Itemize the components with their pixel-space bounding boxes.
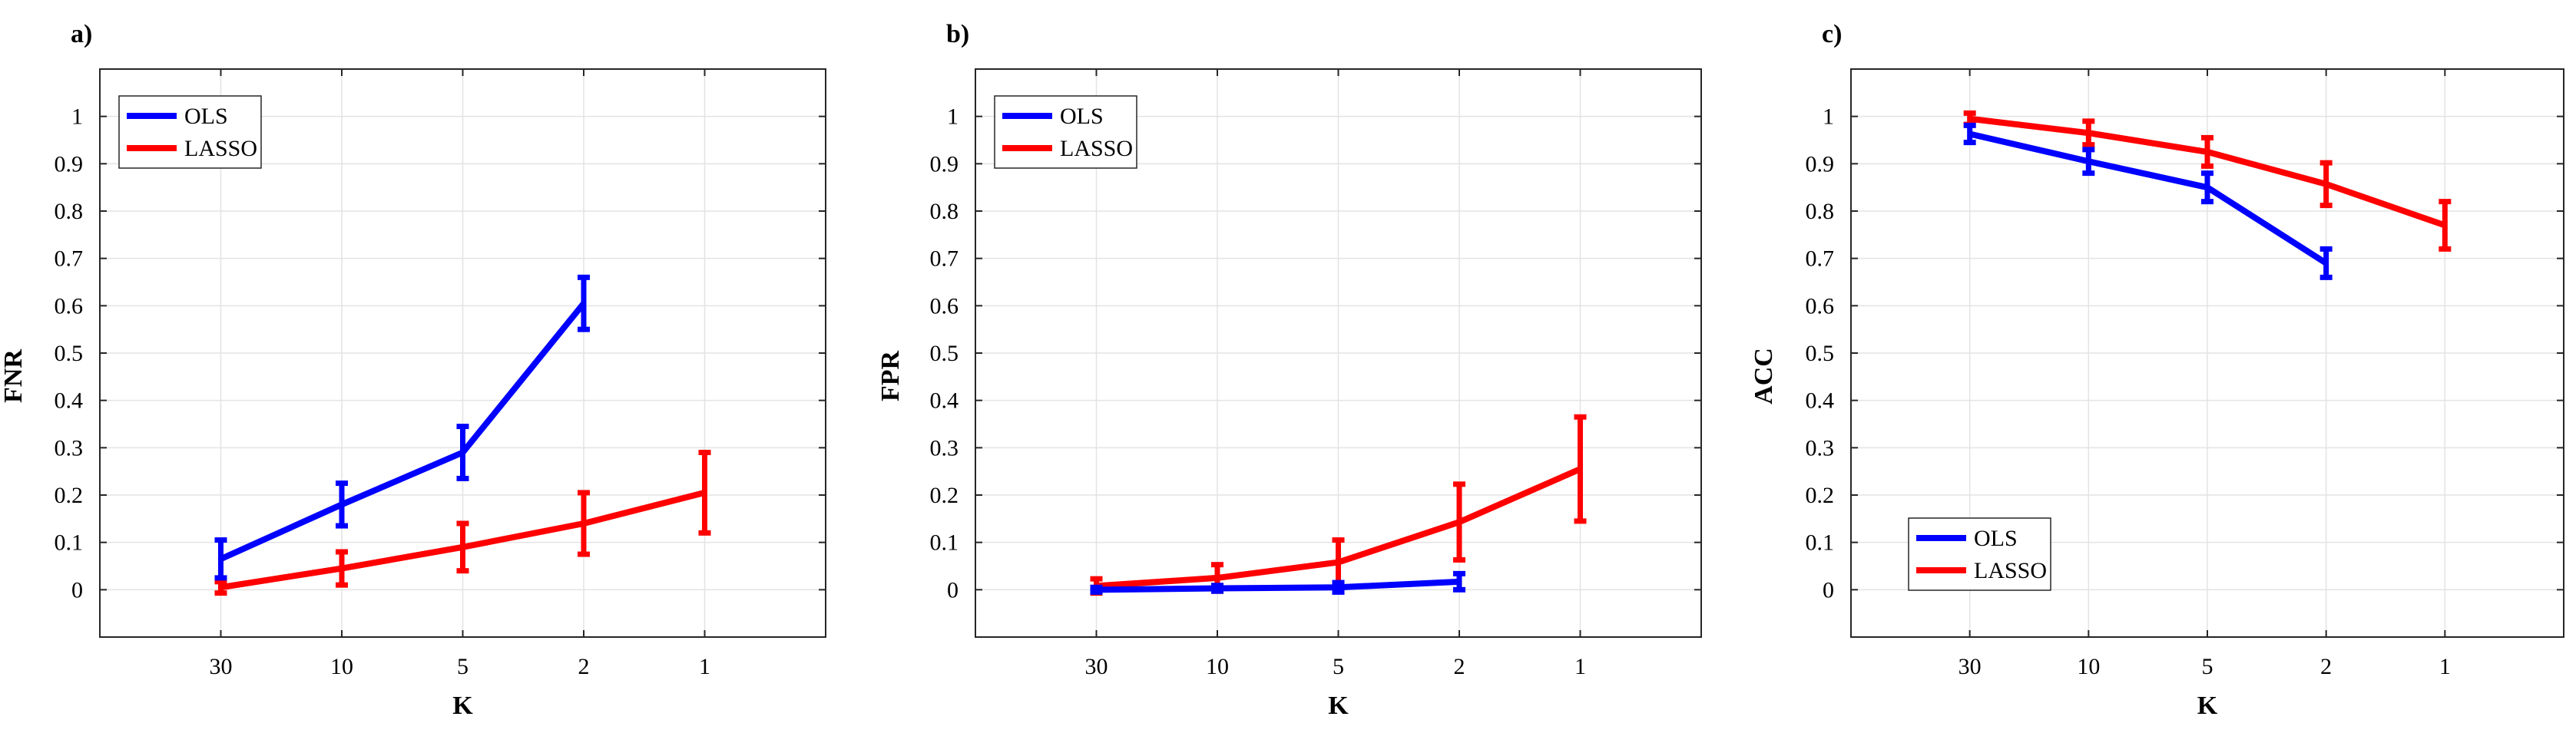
y-tick-label: 0.1 <box>1806 530 1835 556</box>
y-tick-label: 0 <box>71 577 83 603</box>
legend-label-ols: OLS <box>184 104 228 129</box>
y-tick-label: 0.1 <box>930 530 959 556</box>
y-tick-label: 0.4 <box>1806 388 1835 414</box>
x-tick-label: 1 <box>699 654 710 679</box>
y-tick-label: 0.7 <box>55 246 84 272</box>
x-axis-label: K <box>1328 692 1349 720</box>
series-line-ols <box>219 301 587 562</box>
x-axis-label: K <box>2197 692 2218 720</box>
legend: OLS LASSO <box>118 95 262 169</box>
y-tick-label: 0.2 <box>1806 483 1835 508</box>
legend-label-ols: OLS <box>1060 104 1104 129</box>
x-tick-label: 2 <box>1454 654 1465 679</box>
legend-label-ols: OLS <box>1974 526 2018 551</box>
y-tick-label: 1 <box>71 104 83 130</box>
y-tick-label: 0.5 <box>55 341 84 366</box>
y-tick-label: 0.3 <box>1806 435 1835 461</box>
y-tick-label: 0.2 <box>930 483 959 508</box>
legend-box <box>118 95 262 169</box>
legend-label-lasso: LASSO <box>184 136 257 161</box>
y-tick-label: 0.9 <box>55 151 84 177</box>
legend-box <box>994 95 1137 169</box>
y-tick-label: 0.1 <box>55 530 84 556</box>
y-tick-label: 0.8 <box>55 199 84 224</box>
x-axis-label: K <box>452 692 473 720</box>
y-tick-label: 0.9 <box>930 151 959 177</box>
y-tick-label: 0.8 <box>1806 199 1835 224</box>
series-lasso <box>1963 110 2452 252</box>
x-tick-label: 1 <box>1574 654 1586 679</box>
x-tick-label: 5 <box>1333 654 1344 679</box>
x-tick-label: 5 <box>457 654 469 679</box>
series-line-ols <box>1096 578 1460 593</box>
y-tick-label: 0.9 <box>1806 151 1835 177</box>
y-tick-label: 0.7 <box>1806 246 1835 272</box>
legend: OLS LASSO <box>1908 517 2051 591</box>
y-tick-label: 0 <box>947 577 959 603</box>
series-ols <box>1963 122 2333 280</box>
y-tick-label: 0.6 <box>930 293 959 319</box>
y-tick-label: 1 <box>1823 104 1834 130</box>
y-axis-label: ACC <box>1750 348 1778 404</box>
panel-label: c) <box>1822 20 1842 48</box>
y-tick-label: 0.5 <box>930 341 959 366</box>
series-lasso <box>214 450 711 596</box>
chart-panel-1: 0 0.1 0.2 0.3 0.4 0.5 0.6 0.7 0.8 0.9 1 30 10 5 2 1 K FNR… <box>0 20 826 720</box>
x-tick-label: 2 <box>2320 654 2332 679</box>
y-tick-label: 0 <box>1823 577 1834 603</box>
panel-label: a) <box>71 20 92 48</box>
y-tick-label: 0.8 <box>930 199 959 224</box>
series-line-ols <box>1968 130 2328 266</box>
legend-box <box>1908 517 2051 591</box>
y-tick-label: 0.4 <box>55 388 84 414</box>
y-tick-label: 0.6 <box>55 293 84 319</box>
y-tick-label: 0.2 <box>55 483 84 508</box>
x-tick-label: 10 <box>1206 654 1229 679</box>
legend-label-lasso: LASSO <box>1060 136 1133 161</box>
x-tick-label: 1 <box>2439 654 2451 679</box>
x-tick-label: 10 <box>2077 654 2100 679</box>
x-tick-label: 5 <box>2202 654 2213 679</box>
x-tick-label: 30 <box>1085 654 1108 679</box>
y-tick-label: 0.3 <box>55 435 84 461</box>
x-tick-label: 30 <box>210 654 233 679</box>
legend-label-lasso: LASSO <box>1974 558 2047 583</box>
y-tick-label: 0.7 <box>930 246 959 272</box>
chart-panel-2: 0 0.1 0.2 0.3 0.4 0.5 0.6 0.7 0.8 0.9 1 30 10 5 2 1 K FPR… <box>876 20 1702 720</box>
y-tick-label: 1 <box>947 104 959 130</box>
chart-panel-3: 0 0.1 0.2 0.3 0.4 0.5 0.6 0.7 0.8 0.9 1 30 10 5 2 1 K ACC… <box>1750 20 2564 720</box>
series-ols <box>214 274 590 581</box>
x-tick-label: 10 <box>330 654 353 679</box>
legend: OLS LASSO <box>994 95 1137 169</box>
y-tick-label: 0.5 <box>1806 341 1835 366</box>
y-tick-label: 0.6 <box>1806 293 1835 319</box>
y-axis-label: FNR <box>0 349 28 403</box>
y-tick-label: 0.3 <box>930 435 959 461</box>
x-tick-label: 30 <box>1958 654 1982 679</box>
x-tick-label: 2 <box>578 654 590 679</box>
series-ols <box>1090 570 1465 595</box>
panel-label: b) <box>946 20 969 48</box>
y-tick-label: 0.4 <box>930 388 959 414</box>
y-axis-label: FPR <box>876 351 905 402</box>
